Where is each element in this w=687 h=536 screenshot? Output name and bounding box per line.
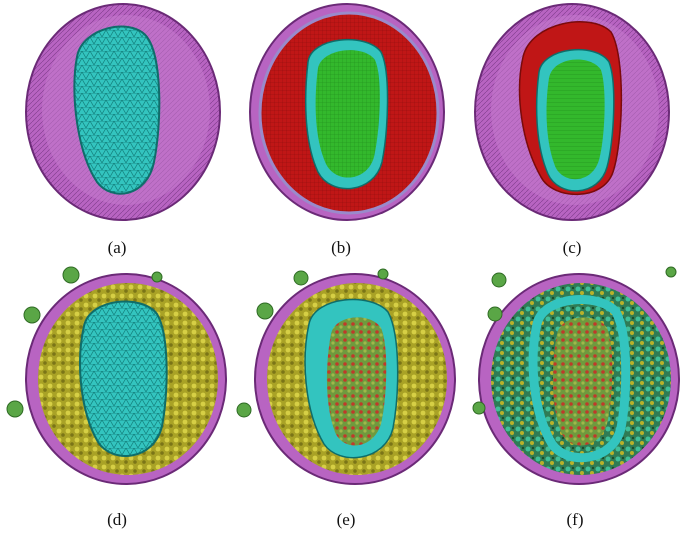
glycoprotein xyxy=(665,266,677,278)
panel-e xyxy=(231,266,461,488)
capsid xyxy=(79,300,168,457)
glycoprotein xyxy=(23,306,41,324)
caption-c: (c) xyxy=(562,238,582,257)
caption-e: (e) xyxy=(336,510,356,529)
glycoprotein xyxy=(377,268,389,280)
panel-b xyxy=(246,2,448,230)
genome-interior xyxy=(326,317,387,446)
glycoprotein xyxy=(151,271,163,283)
glycoprotein xyxy=(6,400,24,418)
glycoprotein-group xyxy=(236,268,389,418)
caption-f: (f) xyxy=(566,510,584,529)
glycoprotein xyxy=(293,270,309,286)
glycoprotein xyxy=(236,402,252,418)
panel-c-image xyxy=(474,3,670,221)
genome-interior xyxy=(552,317,613,446)
panel-d-image xyxy=(6,266,227,485)
glycoprotein-group xyxy=(6,266,163,418)
panel-a xyxy=(22,2,224,230)
capsid xyxy=(73,25,161,195)
glycoprotein xyxy=(487,306,503,322)
glycoprotein xyxy=(491,272,507,288)
caption-b: (b) xyxy=(331,238,351,257)
glycoprotein xyxy=(472,401,486,415)
panel-c xyxy=(471,2,673,230)
panel-e-image xyxy=(236,268,456,485)
glycoprotein-group xyxy=(472,266,677,415)
glycoprotein xyxy=(62,266,80,284)
core xyxy=(315,50,380,178)
panel-b-image xyxy=(249,3,445,221)
caption-a: (a) xyxy=(107,238,127,257)
glycoprotein xyxy=(256,302,274,320)
panel-d xyxy=(2,266,232,488)
panel-f-image xyxy=(472,266,680,485)
panel-a-image xyxy=(25,3,221,221)
capsid-ring xyxy=(528,295,631,463)
caption-d: (d) xyxy=(107,510,127,529)
core xyxy=(546,59,605,180)
panel-f xyxy=(465,266,685,488)
